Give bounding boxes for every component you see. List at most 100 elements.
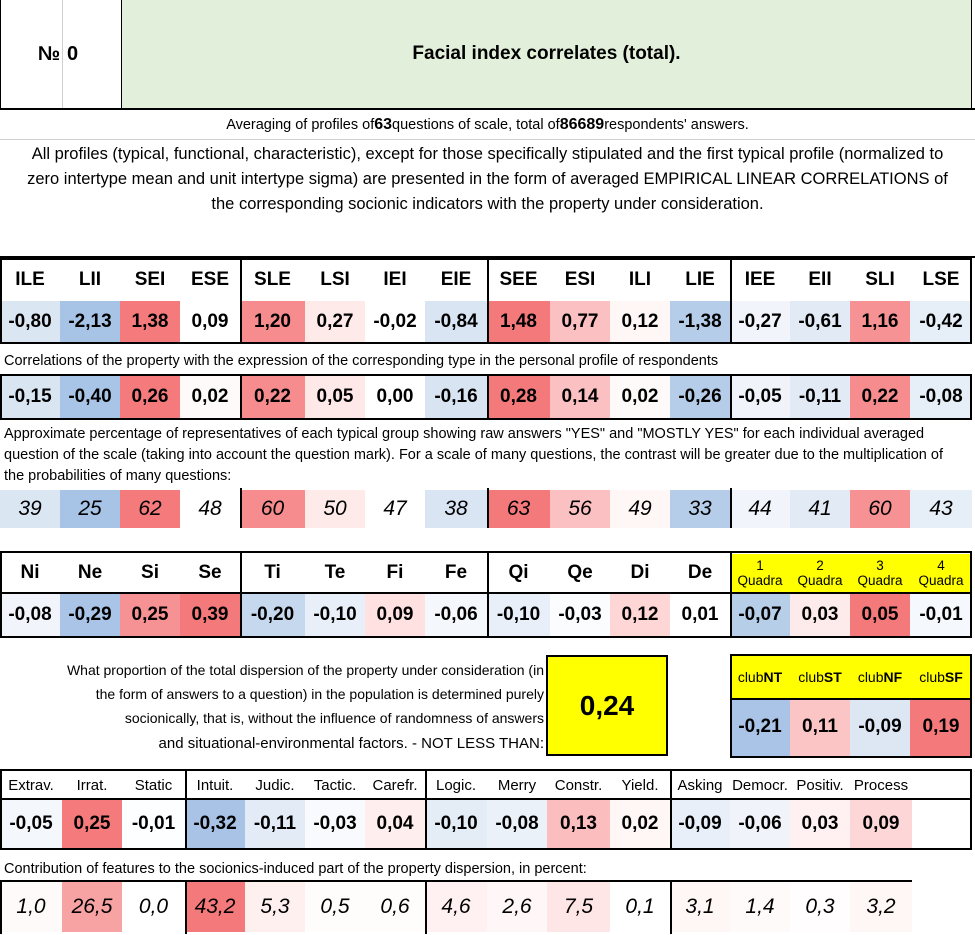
feature-header-1: Irrat.: [76, 776, 108, 794]
correlation-value-6: 0,00: [365, 376, 425, 418]
percentage-value-2: 62: [120, 490, 180, 528]
feature-value-3: -0,32: [185, 800, 245, 848]
typical-value-4: 1,20: [240, 301, 305, 343]
feature-value-8: -0,08: [487, 800, 547, 848]
function-header-1: Ne: [77, 562, 103, 583]
type-header-9: ESI: [564, 269, 596, 290]
type-header-7: EIE: [440, 269, 472, 290]
correlation-value-15: -0,08: [910, 376, 972, 418]
feature-percent-7: 4,6: [425, 882, 487, 932]
club-value-3: 0,19: [910, 698, 972, 756]
correlation-value-4: 0,22: [240, 376, 305, 418]
feature-header-10: Yield.: [621, 776, 659, 794]
type-header-1: LII: [78, 269, 102, 290]
methodology-note: All profiles (typical, functional, chara…: [27, 145, 948, 213]
percentage-value-15: 43: [910, 490, 972, 528]
feature-header-6: Carefr.: [372, 776, 418, 794]
caption-percentage: Approximate percentage of representative…: [4, 426, 943, 484]
typical-value-12: -0,27: [730, 301, 790, 343]
correlation-value-12: -0,05: [730, 376, 790, 418]
percentage-value-6: 47: [365, 490, 425, 528]
feature-value-5: -0,03: [305, 800, 365, 848]
function-header-10: Di: [630, 562, 650, 583]
typical-value-15: -0,42: [910, 301, 972, 343]
feature-value-13: 0,03: [790, 800, 850, 848]
function-value-11: 0,01: [670, 594, 730, 636]
correlation-value-13: -0,11: [790, 376, 850, 418]
type-header-5: LSI: [320, 269, 350, 290]
percentage-value-9: 56: [550, 490, 610, 528]
typical-value-8: 1,48: [487, 301, 550, 343]
function-header-3: Se: [198, 562, 222, 583]
type-header-8: SEE: [499, 269, 538, 290]
correlation-value-11: -0,26: [670, 376, 730, 418]
percentage-value-12: 44: [730, 490, 790, 528]
feature-percent-10: 0,1: [610, 882, 670, 932]
correlation-value-7: -0,16: [425, 376, 487, 418]
feature-header-0: Extrav.: [8, 776, 54, 794]
correlation-value-5: 0,05: [305, 376, 365, 418]
feature-header-3: Intuit.: [196, 776, 234, 794]
typical-value-5: 0,27: [305, 301, 365, 343]
number-label: №: [0, 0, 62, 108]
feature-value-9: 0,13: [547, 800, 610, 848]
feature-header-4: Judic.: [255, 776, 295, 794]
function-header-0: Ni: [20, 562, 40, 583]
type-header-15: LSE: [922, 269, 960, 290]
typical-value-2: 1,38: [120, 301, 180, 343]
type-header-6: IEI: [383, 269, 407, 290]
typical-value-11: -1,38: [670, 301, 730, 343]
percentage-value-7: 38: [425, 490, 487, 528]
type-header-14: SLI: [865, 269, 895, 290]
function-value-10: 0,12: [610, 594, 670, 636]
function-value-3: 0,39: [180, 594, 240, 636]
respondent-count: 86689: [559, 116, 605, 133]
dispersion-text-last: and situational-environmental factors. -…: [158, 735, 544, 752]
function-value-6: 0,09: [365, 594, 425, 636]
type-header-12: IEE: [744, 269, 776, 290]
percentage-value-0: 39: [0, 490, 60, 528]
feature-percent-5: 0,5: [305, 882, 365, 932]
function-header-6: Fi: [386, 562, 404, 583]
feature-header-12: Democr.: [732, 776, 788, 794]
feature-value-6: 0,04: [365, 800, 425, 848]
quadra-header-0: 1 Quadra: [730, 554, 790, 592]
club-value-2: -0,09: [850, 698, 910, 756]
type-header-3: ESE: [190, 269, 230, 290]
typical-value-6: -0,02: [365, 301, 425, 343]
function-header-9: Qe: [567, 562, 593, 583]
feature-percent-2: 0,0: [122, 882, 185, 932]
quadra-header-3: 4 Quadra: [910, 554, 972, 592]
function-header-5: Te: [324, 562, 346, 583]
correlation-value-10: 0,02: [610, 376, 670, 418]
percentage-value-14: 60: [850, 490, 910, 528]
function-header-8: Qi: [508, 562, 529, 583]
percentage-value-10: 49: [610, 490, 670, 528]
type-header-13: EII: [808, 269, 832, 290]
percentage-value-1: 25: [60, 490, 120, 528]
feature-header-9: Constr.: [554, 776, 603, 794]
correlation-value-8: 0,28: [487, 376, 550, 418]
feature-percent-14: 3,2: [850, 882, 912, 932]
page-title: Facial index correlates (total).: [122, 0, 972, 108]
divider: [0, 256, 975, 258]
club-value-0: -0,21: [730, 698, 790, 756]
feature-header-14: Process: [853, 776, 909, 794]
feature-percent-8: 2,6: [487, 882, 547, 932]
feature-percent-12: 1,4: [730, 882, 790, 932]
typical-value-0: -0,80: [0, 301, 60, 343]
function-value-0: -0,08: [0, 594, 60, 636]
feature-percent-13: 0,3: [790, 882, 850, 932]
percentage-value-5: 50: [305, 490, 365, 528]
feature-percent-3: 43,2: [185, 882, 245, 932]
caption-contribution: Contribution of features to the sociоnic…: [4, 861, 587, 877]
caption-correlation: Correlations of the property with the ex…: [4, 353, 719, 369]
feature-value-7: -0,10: [425, 800, 487, 848]
feature-value-4: -0,11: [245, 800, 305, 848]
type-header-4: SLE: [254, 269, 291, 290]
function-value-8: -0,10: [487, 594, 550, 636]
club-header-1: club ST: [790, 656, 850, 698]
feature-value-2: -0,01: [122, 800, 185, 848]
typical-value-9: 0,77: [550, 301, 610, 343]
function-value-9: -0,03: [550, 594, 610, 636]
